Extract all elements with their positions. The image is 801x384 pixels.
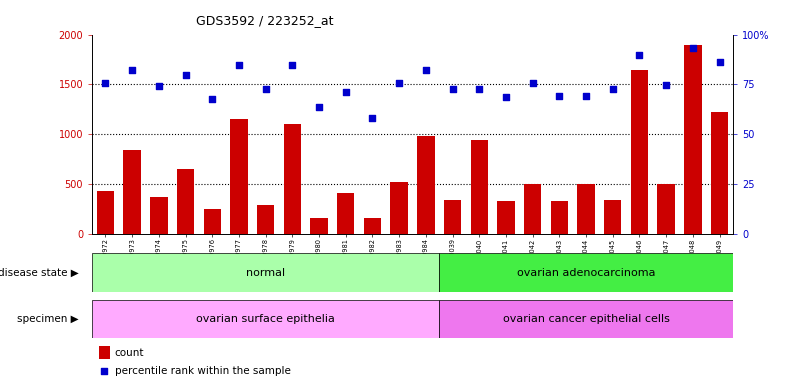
Point xyxy=(526,80,539,86)
Bar xyxy=(123,151,141,234)
Point xyxy=(179,72,192,78)
Point xyxy=(606,86,619,92)
Point xyxy=(126,66,139,73)
Bar xyxy=(99,346,110,359)
Point xyxy=(312,104,325,110)
Point xyxy=(660,83,673,89)
Point xyxy=(99,80,112,86)
Bar xyxy=(684,45,702,234)
Text: ovarian surface epithelia: ovarian surface epithelia xyxy=(196,314,335,324)
Bar xyxy=(92,253,439,292)
Bar xyxy=(203,209,221,234)
Point xyxy=(473,86,485,92)
Text: ovarian adenocarcinoma: ovarian adenocarcinoma xyxy=(517,268,655,278)
Point xyxy=(420,66,433,73)
Text: normal: normal xyxy=(246,268,285,278)
Text: GDS3592 / 223252_at: GDS3592 / 223252_at xyxy=(196,14,334,27)
Point xyxy=(500,94,513,101)
Point xyxy=(152,83,165,89)
Bar xyxy=(231,119,248,234)
Bar xyxy=(444,200,461,234)
Bar xyxy=(177,169,194,234)
Point xyxy=(446,86,459,93)
Point xyxy=(553,93,566,99)
Bar xyxy=(391,182,408,234)
Bar xyxy=(364,218,381,234)
Bar xyxy=(524,184,541,234)
Bar xyxy=(311,218,328,234)
Bar xyxy=(658,184,675,234)
Bar xyxy=(97,191,114,234)
Point xyxy=(366,115,379,121)
Point xyxy=(633,52,646,58)
Bar xyxy=(631,70,648,234)
Point xyxy=(686,45,699,51)
Point xyxy=(286,61,299,68)
Bar xyxy=(578,184,594,234)
Point xyxy=(98,367,111,374)
Bar xyxy=(471,141,488,234)
Bar xyxy=(439,300,733,338)
Bar xyxy=(551,201,568,234)
Bar xyxy=(439,253,733,292)
Point xyxy=(392,80,405,86)
Bar xyxy=(92,300,439,338)
Point xyxy=(232,61,245,68)
Point xyxy=(260,86,272,93)
Text: specimen ▶: specimen ▶ xyxy=(17,314,78,324)
Bar xyxy=(497,201,515,234)
Bar xyxy=(604,200,622,234)
Bar xyxy=(151,197,167,234)
Point xyxy=(206,96,219,102)
Text: ovarian cancer epithelial cells: ovarian cancer epithelial cells xyxy=(503,314,670,324)
Text: percentile rank within the sample: percentile rank within the sample xyxy=(115,366,291,376)
Bar xyxy=(284,124,301,234)
Bar xyxy=(257,205,274,234)
Bar xyxy=(337,193,355,234)
Point xyxy=(580,93,593,99)
Bar xyxy=(711,113,728,234)
Text: count: count xyxy=(115,348,144,358)
Point xyxy=(713,58,726,65)
Text: disease state ▶: disease state ▶ xyxy=(0,268,78,278)
Point xyxy=(340,89,352,95)
Bar xyxy=(417,136,434,234)
